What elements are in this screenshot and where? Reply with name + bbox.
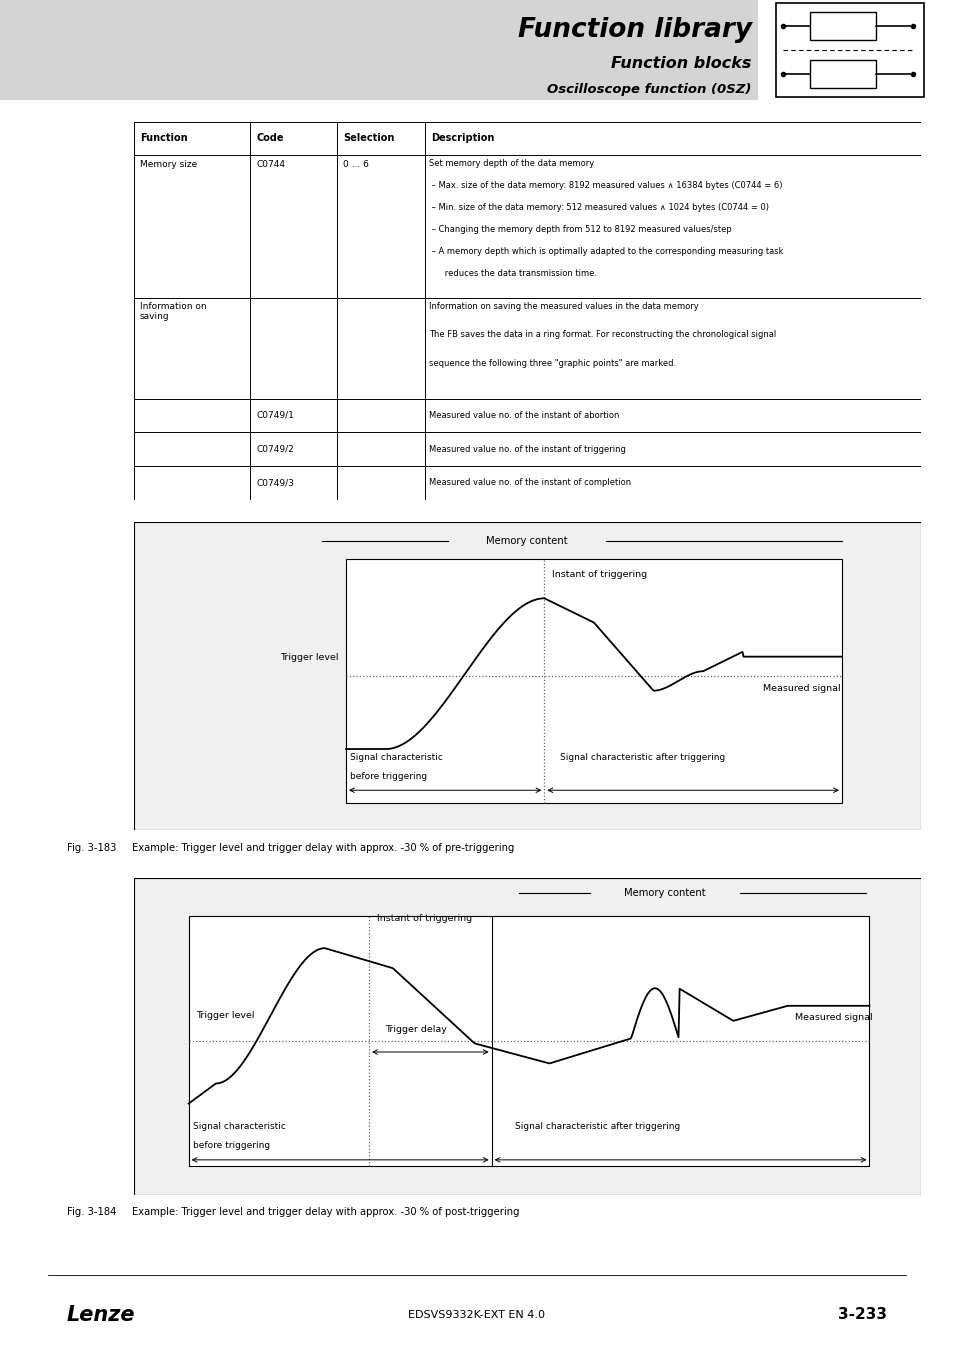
Text: C0749/3: C0749/3 (256, 478, 294, 487)
Text: Instant of triggering: Instant of triggering (376, 914, 472, 923)
Text: Memory content: Memory content (623, 888, 705, 898)
Text: Measured signal: Measured signal (794, 1012, 871, 1022)
Text: Function blocks: Function blocks (611, 57, 751, 72)
Text: Trigger level: Trigger level (279, 653, 337, 662)
Text: Measured value no. of the instant of completion: Measured value no. of the instant of com… (429, 478, 631, 487)
Text: Description: Description (431, 134, 494, 143)
Bar (189, 915, 868, 1166)
Text: Measured signal: Measured signal (762, 684, 840, 693)
Text: Signal characteristic after triggering: Signal characteristic after triggering (515, 1122, 679, 1131)
Text: – A memory depth which is optimally adapted to the corresponding measuring task: – A memory depth which is optimally adap… (429, 247, 783, 255)
Text: C0744: C0744 (256, 159, 285, 169)
Text: Trigger level: Trigger level (196, 1011, 254, 1021)
Text: Function library: Function library (517, 18, 751, 43)
Text: Information on
saving: Information on saving (140, 301, 206, 321)
Text: Trigger delay: Trigger delay (384, 1025, 446, 1034)
Text: before triggering: before triggering (350, 772, 427, 780)
Text: Measured value no. of the instant of triggering: Measured value no. of the instant of tri… (429, 444, 626, 454)
Text: Code: Code (256, 134, 284, 143)
Text: Function: Function (140, 134, 188, 143)
Text: Measured value no. of the instant of abortion: Measured value no. of the instant of abo… (429, 410, 619, 420)
Text: before triggering: before triggering (193, 1141, 270, 1150)
Text: 0 ... 6: 0 ... 6 (342, 159, 369, 169)
Text: – Max. size of the data memory: 8192 measured values ∧ 16384 bytes (C0744 = 6): – Max. size of the data memory: 8192 mea… (429, 181, 782, 190)
Text: 3-233: 3-233 (838, 1307, 886, 1323)
Text: Lenze: Lenze (67, 1305, 135, 1324)
Text: Instant of triggering: Instant of triggering (552, 570, 647, 579)
Text: Fig. 3-183     Example: Trigger level and trigger delay with approx. -30 % of pr: Fig. 3-183 Example: Trigger level and tr… (67, 842, 514, 853)
Bar (346, 559, 841, 802)
Text: Fig. 3-184     Example: Trigger level and trigger delay with approx. -30 % of po: Fig. 3-184 Example: Trigger level and tr… (67, 1207, 518, 1218)
Text: – Changing the memory depth from 512 to 8192 measured values/step: – Changing the memory depth from 512 to … (429, 225, 732, 234)
Text: – Min. size of the data memory: 512 measured values ∧ 1024 bytes (C0744 = 0): – Min. size of the data memory: 512 meas… (429, 202, 769, 212)
Text: EDSVS9332K-EXT EN 4.0: EDSVS9332K-EXT EN 4.0 (408, 1310, 545, 1320)
Text: C0749/1: C0749/1 (256, 410, 294, 420)
Text: Memory size: Memory size (140, 159, 197, 169)
Text: reduces the data transmission time.: reduces the data transmission time. (429, 269, 597, 278)
Text: Signal characteristic: Signal characteristic (193, 1122, 285, 1131)
Text: C0749/2: C0749/2 (256, 444, 294, 454)
Text: sequence the following three "graphic points" are marked.: sequence the following three "graphic po… (429, 359, 676, 369)
Text: Memory content: Memory content (486, 536, 567, 545)
Text: Information on saving the measured values in the data memory: Information on saving the measured value… (429, 301, 699, 310)
Text: Signal characteristic after triggering: Signal characteristic after triggering (559, 753, 724, 763)
Text: Set memory depth of the data memory: Set memory depth of the data memory (429, 159, 594, 167)
Text: The FB saves the data in a ring format. For reconstructing the chronological sig: The FB saves the data in a ring format. … (429, 331, 776, 339)
Text: Signal characteristic: Signal characteristic (350, 753, 442, 763)
Bar (809, 59, 876, 88)
Text: Selection: Selection (342, 134, 394, 143)
Text: Oscilloscope function (0SZ): Oscilloscope function (0SZ) (547, 84, 751, 96)
Bar (809, 12, 876, 40)
Bar (0, 0, 758, 100)
